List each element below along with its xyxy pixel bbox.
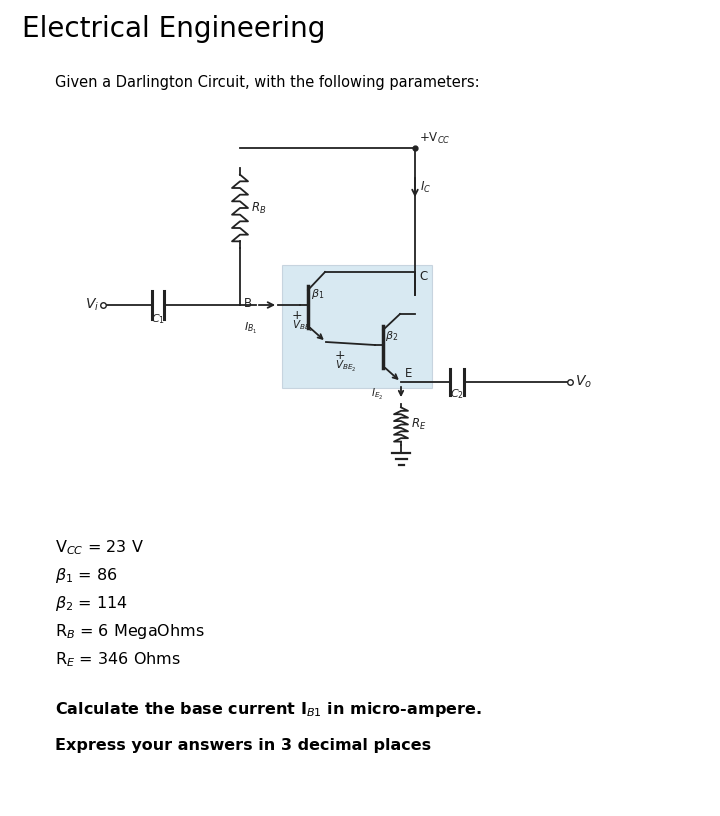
Text: +: + [335, 349, 346, 362]
Bar [282, 265, 432, 388]
Text: $\beta_1$: $\beta_1$ [311, 287, 324, 301]
Text: $V_o$: $V_o$ [575, 374, 592, 390]
Text: B: B [244, 297, 252, 310]
Text: $\beta_2$: $\beta_2$ [385, 329, 398, 343]
Text: $R_B$: $R_B$ [251, 201, 266, 215]
Text: $I_{E_2}$: $I_{E_2}$ [371, 387, 383, 401]
Text: Express your answers in 3 decimal places: Express your answers in 3 decimal places [55, 738, 431, 753]
Text: +: + [292, 309, 302, 322]
Text: $I_C$: $I_C$ [420, 180, 431, 194]
Text: R$_B$ = 6 MegaOhms: R$_B$ = 6 MegaOhms [55, 622, 204, 641]
Text: $V_i$: $V_i$ [85, 297, 99, 313]
Text: E: E [405, 367, 413, 380]
Text: R$_E$ = 346 Ohms: R$_E$ = 346 Ohms [55, 650, 181, 668]
Text: +V$_{CC}$: +V$_{CC}$ [419, 131, 451, 146]
Text: C: C [419, 270, 427, 283]
Text: $V_{BE_1}$: $V_{BE_1}$ [292, 319, 313, 334]
Text: $R_E$: $R_E$ [411, 417, 426, 432]
Text: Given a Darlington Circuit, with the following parameters:: Given a Darlington Circuit, with the fol… [55, 75, 480, 90]
Text: $V_{BE_2}$: $V_{BE_2}$ [335, 359, 356, 374]
Text: $C_1$: $C_1$ [151, 313, 165, 326]
Text: $\beta_2$ = 114: $\beta_2$ = 114 [55, 594, 128, 613]
Text: V$_{CC}$ = 23 V: V$_{CC}$ = 23 V [55, 538, 144, 557]
Text: Electrical Engineering: Electrical Engineering [22, 15, 325, 43]
Text: Calculate the base current I$_{B1}$ in micro-ampere.: Calculate the base current I$_{B1}$ in m… [55, 700, 482, 719]
Text: $\beta_1$ = 86: $\beta_1$ = 86 [55, 566, 117, 585]
Text: $I_{B_1}$: $I_{B_1}$ [244, 321, 258, 336]
Text: $C_2$: $C_2$ [450, 388, 464, 401]
